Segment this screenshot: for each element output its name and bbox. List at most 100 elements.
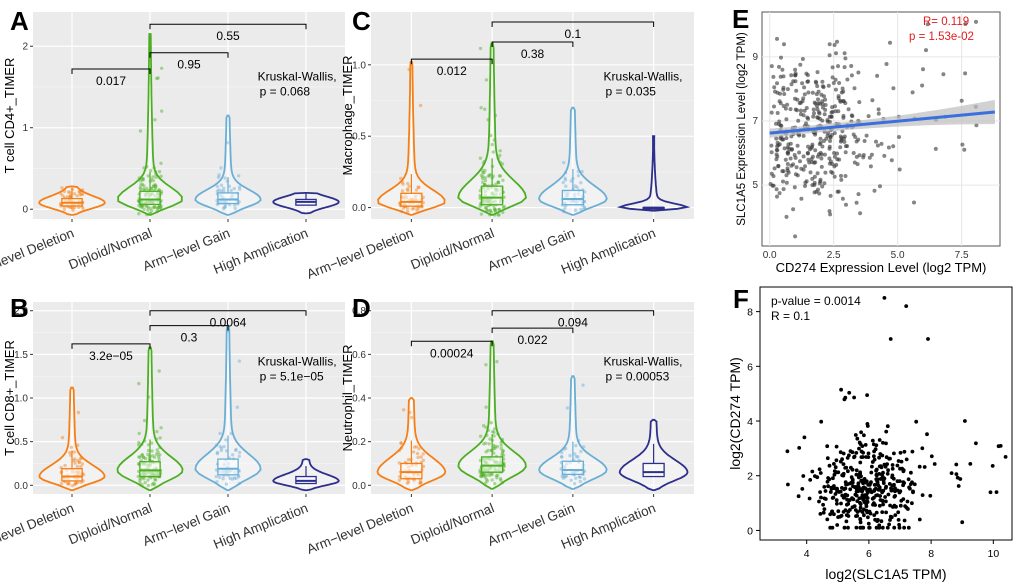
- jitter-point: [61, 194, 65, 198]
- scatter-point: [960, 142, 965, 147]
- scatter-point: [846, 525, 850, 530]
- jitter-point: [581, 445, 586, 449]
- scatter-point: [848, 487, 853, 492]
- box-1: [139, 461, 161, 478]
- scatter-point: [884, 62, 889, 66]
- scatter-point: [841, 495, 846, 500]
- scatter-point: [798, 112, 803, 117]
- jitter-point: [487, 174, 492, 178]
- jitter-point: [228, 476, 232, 480]
- scatter-point: [805, 73, 810, 78]
- jitter-point: [401, 182, 405, 186]
- jitter-point: [561, 476, 566, 480]
- scatter-point: [877, 503, 882, 508]
- scatter-point: [818, 490, 822, 494]
- jitter-point: [137, 212, 141, 216]
- box-1: [480, 185, 504, 206]
- test-annotation-line1: Kruskal-Wallis,: [258, 69, 337, 83]
- jitter-point: [149, 168, 153, 173]
- jitter-point: [71, 208, 75, 212]
- scatter-point: [818, 471, 823, 475]
- jitter-point: [482, 442, 486, 446]
- scatter-point: [828, 212, 833, 217]
- scatter-point: [959, 98, 964, 103]
- jitter-point: [67, 480, 71, 485]
- jitter-point: [155, 76, 159, 81]
- scatter-point: [898, 489, 903, 494]
- scatter-point: [769, 110, 774, 115]
- scatter-point: [825, 444, 830, 449]
- scatter-point: [850, 450, 855, 455]
- comparison-pvalue: 0.00024: [430, 346, 474, 360]
- jitter-point: [484, 481, 488, 485]
- jitter-point: [419, 455, 423, 459]
- jitter-point: [414, 188, 419, 192]
- scatter-point: [832, 43, 837, 47]
- jitter-point: [155, 207, 160, 211]
- jitter-point: [221, 477, 225, 481]
- scatter-point: [837, 81, 842, 85]
- jitter-point: [154, 452, 159, 456]
- jitter-point: [147, 395, 151, 399]
- jitter-point: [560, 474, 564, 478]
- jitter-point: [81, 192, 85, 196]
- jitter-point: [573, 208, 578, 212]
- scatter-point: [842, 525, 847, 530]
- scatter-point: [833, 109, 838, 114]
- jitter-point: [493, 444, 497, 449]
- scatter-point: [778, 74, 783, 79]
- jitter-point: [501, 178, 505, 182]
- jitter-point: [218, 431, 222, 436]
- scatter-point: [835, 523, 840, 527]
- jitter-point: [478, 204, 482, 209]
- scatter-point: [851, 132, 856, 137]
- scatter-point: [901, 483, 905, 488]
- scatter-point: [861, 450, 865, 455]
- scatter-point: [815, 84, 820, 89]
- panel-letter: E: [732, 4, 749, 34]
- y-axis-label: Macrophage_TIMER: [340, 56, 355, 176]
- jitter-point: [484, 477, 489, 481]
- jitter-point: [159, 174, 163, 178]
- scatter-point: [872, 188, 877, 193]
- jitter-point: [140, 182, 145, 187]
- scatter-point: [838, 98, 843, 103]
- jitter-point: [580, 169, 584, 174]
- jitter-point: [214, 443, 219, 447]
- jitter-point: [73, 457, 77, 461]
- jitter-point: [159, 204, 163, 208]
- jitter-point: [140, 483, 144, 487]
- y-tick-label: 2: [747, 471, 753, 483]
- violin-1: [457, 42, 527, 216]
- panel-letter: A: [10, 6, 29, 36]
- scatter-point: [877, 487, 882, 492]
- jitter-point: [481, 175, 485, 179]
- scatter-point: [897, 135, 901, 139]
- scatter-point: [862, 513, 866, 518]
- scatter-point: [885, 471, 890, 476]
- y-axis-label: log2(CD274 TPM): [727, 357, 743, 470]
- jitter-point: [493, 208, 498, 213]
- scatter-point: [842, 139, 847, 144]
- jitter-point: [417, 185, 421, 190]
- jitter-point: [145, 204, 149, 208]
- jitter-point: [482, 171, 486, 175]
- jitter-point: [481, 161, 486, 166]
- scatter-point: [798, 62, 803, 67]
- jitter-point: [487, 473, 492, 477]
- scatter-point: [812, 174, 817, 179]
- comparison-bracket: [149, 325, 229, 331]
- scatter-point: [820, 144, 825, 149]
- scatter-point: [791, 207, 796, 212]
- x-tick-label: 4: [804, 548, 810, 560]
- jitter-point: [77, 190, 82, 195]
- scatter-point: [880, 453, 885, 458]
- scatter-point: [883, 495, 887, 499]
- scatter-point: [795, 108, 799, 113]
- jitter-point: [137, 440, 141, 445]
- jitter-point: [79, 192, 84, 196]
- jitter-point: [157, 457, 161, 461]
- jitter-point: [235, 405, 239, 409]
- scatter-point: [857, 446, 861, 451]
- scatter-point: [822, 496, 827, 501]
